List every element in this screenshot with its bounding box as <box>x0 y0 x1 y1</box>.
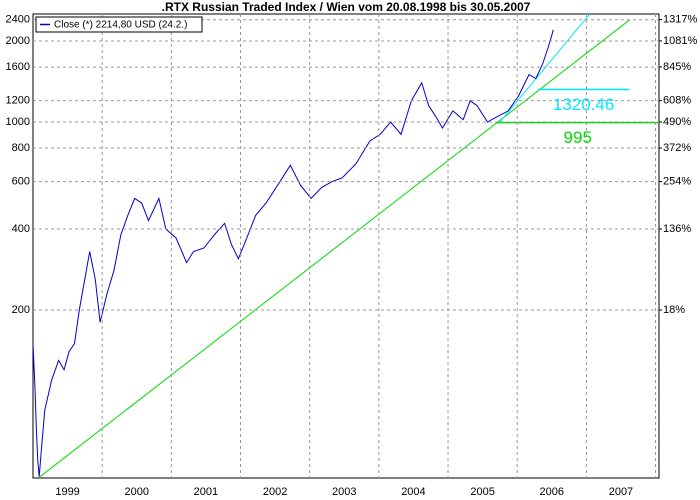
legend-box <box>35 16 203 33</box>
price-line <box>33 29 554 477</box>
y2-tick-label: 845% <box>663 61 691 73</box>
y-tick-label: 1600 <box>6 61 30 73</box>
y-tick-label: 200 <box>12 304 30 316</box>
plot-frame <box>32 13 660 479</box>
y2-tick-label: 1317% <box>663 14 697 26</box>
x-tick-label: 2002 <box>263 486 287 498</box>
x-tick-label: 1999 <box>55 486 79 498</box>
x-tick-label: 2001 <box>194 486 218 498</box>
y-tick-label: 600 <box>12 176 30 188</box>
x-tick-label: 2000 <box>125 486 149 498</box>
x-tick-label: 2006 <box>540 486 564 498</box>
plot-area <box>33 14 659 478</box>
trend-line <box>39 19 631 478</box>
y-tick-label: 1000 <box>6 116 30 128</box>
x-tick-label: 2007 <box>609 486 633 498</box>
chart-title: .RTX Russian Traded Index / Wien vom 20.… <box>162 0 531 14</box>
y2-tick-label: 372% <box>663 142 691 154</box>
y2-tick-label: 254% <box>663 176 691 188</box>
level-label: 995 <box>564 128 592 147</box>
y2-tick-label: 490% <box>663 116 691 128</box>
x-tick-label: 2004 <box>401 486 425 498</box>
trend-line <box>499 14 591 123</box>
x-tick-label: 2005 <box>470 486 494 498</box>
y-tick-label: 1200 <box>6 95 30 107</box>
legend-label: Close (*) 2214,80 USD (24.2.) <box>54 20 187 31</box>
x-tick-label: 2003 <box>332 486 356 498</box>
y2-tick-label: 1081% <box>663 35 697 47</box>
level-label: 1320.46 <box>553 95 614 114</box>
y-tick-label: 2000 <box>6 35 30 47</box>
y-tick-label: 2400 <box>6 14 30 26</box>
y-tick-label: 400 <box>12 223 30 235</box>
y-tick-label: 800 <box>12 142 30 154</box>
y2-tick-label: 136% <box>663 223 691 235</box>
y2-tick-label: 608% <box>663 95 691 107</box>
y2-tick-label: 18% <box>663 304 685 316</box>
